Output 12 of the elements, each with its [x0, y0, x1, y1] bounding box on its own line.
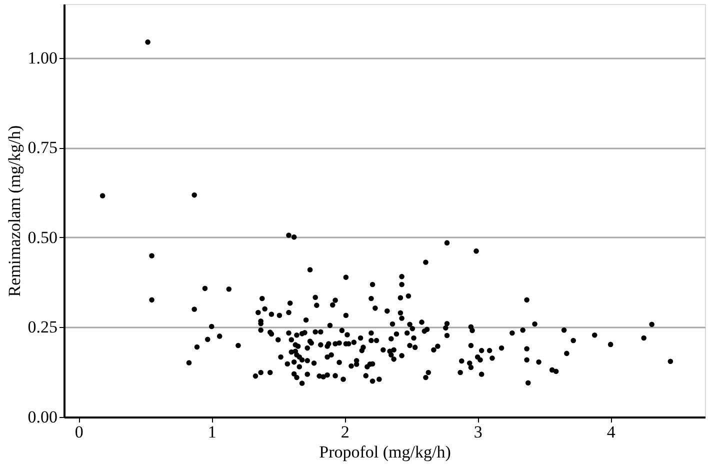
x-tick-label: 0	[74, 422, 84, 442]
x-tick-label: 4	[606, 422, 616, 442]
y-axis-title: Remimazolam (mg/kg/h)	[4, 125, 24, 297]
y-tick-label: 0.25	[28, 318, 58, 337]
y-tick-label: 0.50	[28, 228, 58, 247]
x-tick-label: 2	[340, 422, 350, 442]
y-tick-label: 1.00	[28, 48, 58, 68]
x-axis-title: Propofol (mg/kg/h)	[319, 442, 451, 462]
x-tick-label: 3	[474, 422, 482, 442]
x-tick-label: 1	[208, 422, 216, 442]
y-tick-label: 0.00	[28, 408, 58, 426]
y-tick-label: 0.75	[28, 138, 58, 158]
